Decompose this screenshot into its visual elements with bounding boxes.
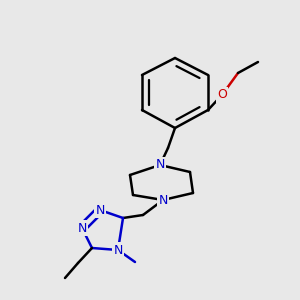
- Text: N: N: [113, 244, 123, 256]
- Text: N: N: [155, 158, 165, 172]
- Text: O: O: [217, 88, 227, 101]
- Text: N: N: [158, 194, 168, 206]
- Text: N: N: [95, 203, 105, 217]
- Text: N: N: [77, 221, 87, 235]
